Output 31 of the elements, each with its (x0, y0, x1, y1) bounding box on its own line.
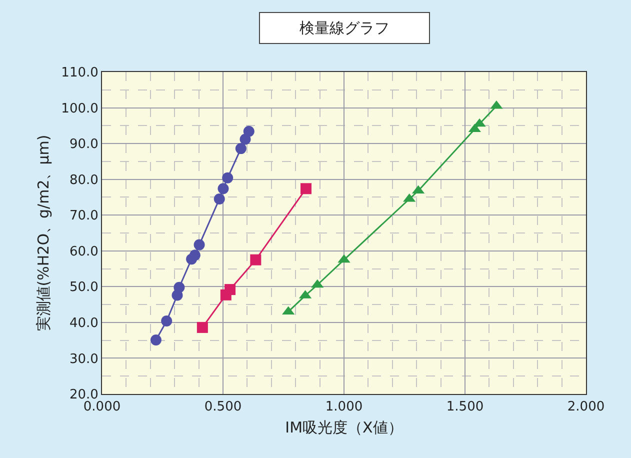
x-tick-label: 1.500 (446, 400, 484, 415)
y-tick-label: 40.0 (69, 316, 98, 331)
y-tick-label: 50.0 (69, 280, 98, 296)
y-tick-label: 70.0 (69, 208, 98, 224)
x-tick-label: 1.000 (325, 400, 363, 415)
x-tick-label: 0.500 (204, 400, 242, 415)
y-tick-label: 80.0 (69, 172, 98, 188)
point (194, 239, 205, 250)
y-tick-label: 30.0 (69, 352, 98, 367)
point (150, 334, 162, 346)
chart-title: 検量線グラフ (266, 19, 423, 37)
y-axis-title: 実測値(%H2O、g/m2、μm) (34, 134, 52, 332)
point (300, 183, 312, 194)
point (218, 183, 229, 194)
point (189, 250, 200, 261)
point (196, 322, 208, 333)
y-tick-label: 100.0 (61, 101, 98, 116)
point (224, 284, 236, 296)
point (174, 282, 185, 293)
point (214, 194, 225, 205)
point (235, 143, 246, 154)
y-tick-label: 110.0 (61, 66, 98, 81)
y-tick-label: 60.0 (69, 244, 98, 260)
point (161, 316, 172, 327)
x-tick-label: 0.000 (83, 400, 121, 415)
point (243, 126, 254, 137)
x-tick-label: 2.000 (567, 400, 605, 415)
x-axis-title: IM吸光度（X値） (285, 418, 403, 437)
point (222, 172, 234, 184)
y-tick-label: 90.0 (69, 137, 98, 152)
point (250, 254, 262, 266)
